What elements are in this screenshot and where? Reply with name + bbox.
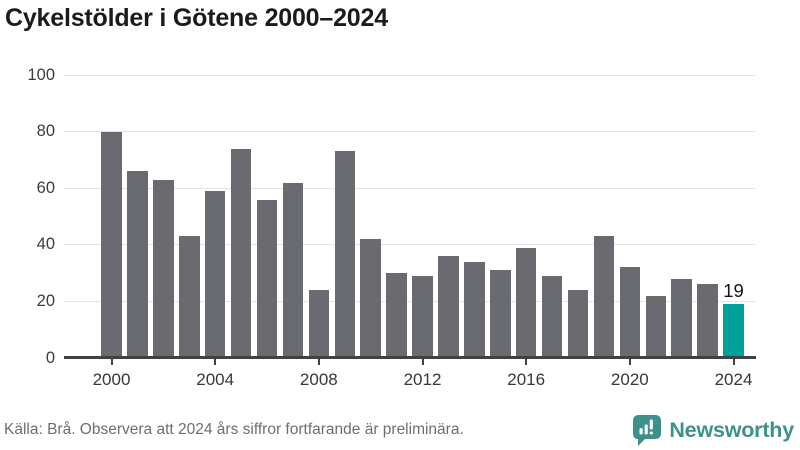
y-tick-label-20: 20 [36,291,55,310]
footer: Källa: Brå. Observera att 2024 års siffr… [4,411,794,449]
bar-2019 [593,236,615,358]
bar-2013 [438,256,459,358]
newsworthy-logo: Newsworthy [632,414,794,447]
x-tick-2012 [421,359,424,365]
x-axis-line [64,356,756,359]
bar-2016 [515,247,537,358]
bar-2006 [256,199,278,358]
y-tick-label-80: 80 [36,122,55,141]
x-tick-label-2004: 2004 [196,370,235,389]
x-tick-2020 [628,359,631,365]
x-tick-2024 [732,359,735,365]
bar-2004 [204,191,226,358]
x-tick-2016 [525,359,528,365]
bar-2003 [179,236,200,358]
newsworthy-bubble-chart-icon [632,414,662,447]
bar-2011 [386,273,407,358]
x-tick-label-2016: 2016 [507,370,546,389]
bar-2014 [464,261,485,358]
plot-area: 0 20 40 60 80 100 19 2000 2004 2008 2012 2016 2020 20… [27,65,756,389]
gridline-100 [64,74,756,76]
bar-2005 [230,148,252,358]
x-tick-2008 [317,359,320,365]
gridline-80 [64,131,756,133]
bar-2020 [619,267,641,358]
value-label-2024: 19 [723,280,744,302]
bar-2002 [153,179,174,358]
bar-2007 [282,182,304,358]
x-tick-label-2012: 2012 [403,370,442,389]
x-tick-2000 [110,359,113,365]
x-tick-label-2024: 2024 [714,370,753,389]
bar-2017 [541,275,563,358]
bar-2008 [308,290,330,358]
bar-2000 [101,131,122,358]
y-tick-label-100: 100 [27,65,55,84]
gridline-20 [64,300,756,302]
x-tick-2004 [214,359,217,365]
y-tick-label-40: 40 [36,235,55,254]
newsworthy-wordmark: Newsworthy [669,417,794,442]
bar-2009 [334,151,355,358]
x-tick-label-2020: 2020 [610,370,649,389]
y-tick-label-60: 60 [36,178,55,197]
bar-2001 [127,171,148,358]
bar-2023 [697,284,718,358]
x-tick-label-2008: 2008 [299,370,338,389]
bar-2010 [360,239,381,358]
bar-2022 [671,278,692,358]
gridline-40 [64,244,756,246]
y-tick-label-0: 0 [45,348,55,367]
bar-2012 [412,275,433,358]
gridline-60 [64,187,756,189]
chart-title: Cykelstölder i Götene 2000–2024 [5,4,388,32]
bar-2018 [567,290,589,358]
bar-2024 [723,304,744,358]
bar-2015 [490,270,511,358]
x-tick-label-2000: 2000 [92,370,131,389]
bar-2021 [645,295,666,358]
source-note: Källa: Brå. Observera att 2024 års siffr… [4,421,464,438]
